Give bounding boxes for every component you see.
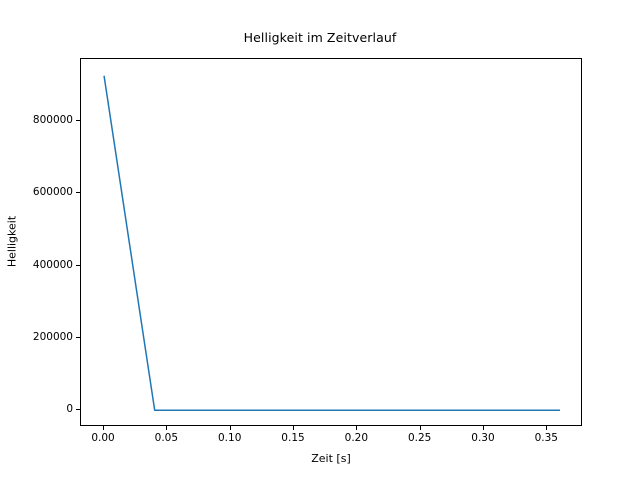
x-axis-label: Zeit [s] (311, 452, 351, 465)
x-tick-mark (546, 426, 548, 430)
y-tick-mark (76, 336, 80, 338)
x-tick-mark (482, 426, 484, 430)
x-tick-mark (293, 426, 294, 430)
y-tick-mark (76, 264, 80, 266)
x-tick-label: 0.35 (534, 432, 558, 444)
x-tick-label: 0.15 (281, 432, 305, 444)
x-tick-mark (356, 426, 358, 430)
x-tick-label: 0.10 (217, 432, 242, 444)
x-tick-mark (166, 426, 168, 430)
data-line-plot (103, 75, 560, 412)
x-tick-label: 0.00 (91, 432, 115, 444)
x-tick-label: 0.25 (407, 432, 432, 444)
x-tick-label: 0.30 (471, 432, 495, 444)
x-tick-mark (229, 426, 231, 430)
x-tick-label: 0.05 (154, 432, 179, 444)
y-axis-label: Helligkeit (5, 215, 19, 268)
y-tick-mark (76, 409, 80, 411)
series-line-0 (103, 75, 560, 412)
y-tick-label: 0 (66, 403, 73, 416)
x-tick-mark (103, 426, 105, 430)
y-tick-mark (76, 119, 80, 121)
y-tick-label: 800000 (32, 113, 73, 126)
x-tick-mark (419, 426, 421, 430)
x-tick-label: 0.20 (344, 432, 369, 444)
y-tick-label: 400000 (32, 258, 73, 271)
y-tick-label: 200000 (32, 330, 73, 343)
y-tick-label: 600000 (32, 186, 73, 199)
y-tick-mark (76, 192, 80, 194)
plot-axes-area (80, 58, 582, 426)
chart-title: Helligkeit im Zeitverlauf (243, 30, 397, 45)
